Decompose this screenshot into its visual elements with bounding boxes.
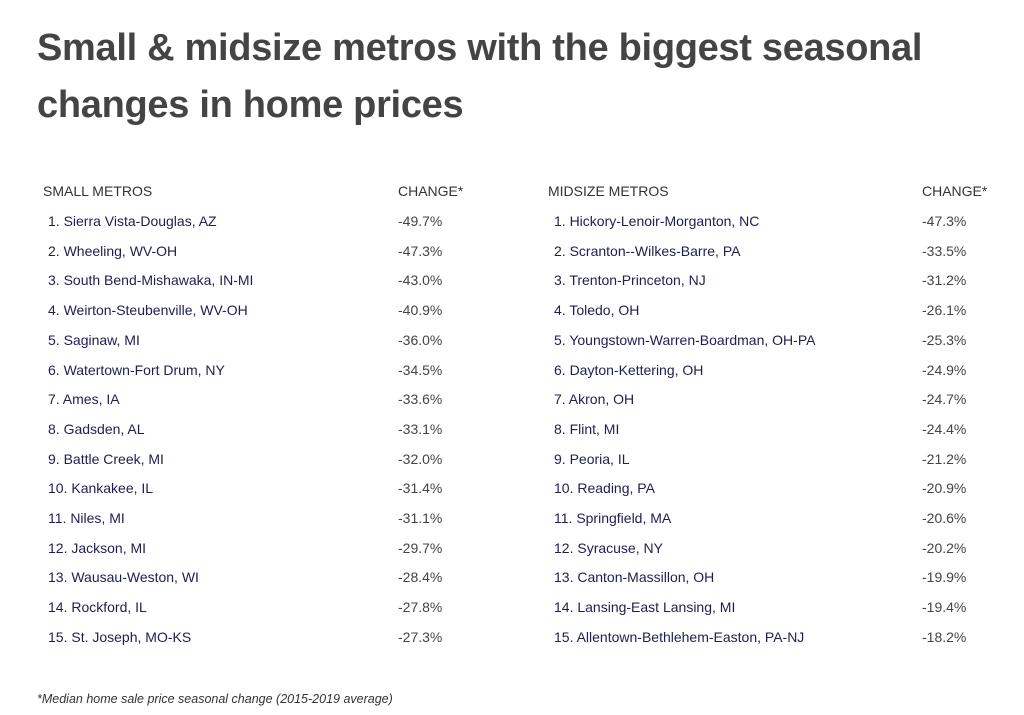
- column-header: CHANGE*: [398, 183, 464, 199]
- metro-name: 3. Trenton-Princeton, NJ: [554, 272, 706, 289]
- change-value: -27.3%: [398, 628, 443, 645]
- change-value: -32.0%: [398, 450, 443, 467]
- metro-name: 10. Reading, PA: [554, 480, 655, 497]
- footnote: *Median home sale price seasonal change …: [37, 692, 393, 706]
- change-value: -43.0%: [398, 272, 443, 289]
- metro-name: 8. Flint, MI: [554, 420, 620, 437]
- change-value: -18.2%: [922, 628, 967, 645]
- change-value: -31.4%: [398, 480, 443, 497]
- change-value: -21.2%: [922, 450, 967, 467]
- change-value: -47.3%: [922, 213, 967, 229]
- metro-name: 8. Gadsden, AL: [48, 420, 145, 437]
- change-value: -26.1%: [922, 302, 967, 319]
- metro-name: 7. Ames, IA: [48, 391, 120, 408]
- column-header: MIDSIZE METROS: [548, 183, 669, 199]
- change-value: -47.3%: [398, 242, 443, 259]
- change-value: -19.9%: [922, 569, 967, 586]
- change-value: -31.1%: [398, 510, 443, 526]
- metro-name: 2. Wheeling, WV-OH: [48, 242, 178, 259]
- change-value: -27.8%: [398, 599, 443, 616]
- metro-name: 11. Niles, MI: [48, 510, 125, 526]
- change-value: -40.9%: [398, 302, 443, 319]
- change-value: -20.9%: [922, 480, 967, 497]
- change-value: -19.4%: [922, 599, 967, 616]
- column-header: SMALL METROS: [43, 183, 153, 199]
- metro-name: 9. Peoria, IL: [554, 450, 630, 467]
- change-value: -20.6%: [922, 510, 967, 526]
- column-header: CHANGE*: [922, 183, 988, 199]
- metro-name: 5. Saginaw, MI: [48, 331, 140, 348]
- change-value: -33.5%: [922, 242, 967, 259]
- metro-name: 6. Watertown-Fort Drum, NY: [48, 361, 225, 378]
- change-value: -20.2%: [922, 539, 967, 556]
- change-value: -33.1%: [398, 420, 443, 437]
- metro-name: 4. Weirton-Steubenville, WV-OH: [48, 302, 248, 319]
- change-value: -33.6%: [398, 391, 443, 408]
- metro-name: 9. Battle Creek, MI: [48, 450, 164, 467]
- metro-name: 12. Syracuse, NY: [554, 539, 663, 556]
- metro-name: 12. Jackson, MI: [48, 539, 147, 556]
- metro-name: 7. Akron, OH: [554, 391, 635, 408]
- change-value: -36.0%: [398, 331, 443, 348]
- metro-name: 15. Allentown-Bethlehem-Easton, PA-NJ: [554, 628, 805, 645]
- change-value: -24.7%: [922, 391, 967, 408]
- metro-name: 14. Rockford, IL: [48, 599, 147, 616]
- metro-name: 1. Sierra Vista-Douglas, AZ: [48, 213, 217, 229]
- metro-name: 1. Hickory-Lenoir-Morganton, NC: [554, 213, 760, 229]
- metro-name: 14. Lansing-East Lansing, MI: [554, 599, 736, 616]
- metro-name: 3. South Bend-Mishawaka, IN-MI: [48, 272, 254, 289]
- metro-name: 13. Wausau-Weston, WI: [48, 569, 199, 586]
- metro-name: 15. St. Joseph, MO-KS: [48, 628, 192, 645]
- metro-name: 6. Dayton-Kettering, OH: [554, 361, 704, 378]
- change-value: -34.5%: [398, 361, 443, 378]
- metro-name: 2. Scranton--Wilkes-Barre, PA: [554, 242, 741, 259]
- change-value: -24.4%: [922, 420, 967, 437]
- metro-name: 11. Springfield, MA: [554, 510, 672, 526]
- metro-name: 5. Youngstown-Warren-Boardman, OH-PA: [554, 331, 816, 348]
- change-value: -29.7%: [398, 539, 443, 556]
- title: Small & midsize metros with the biggest …: [37, 27, 923, 126]
- change-value: -28.4%: [398, 569, 443, 586]
- metro-name: 10. Kankakee, IL: [48, 480, 154, 497]
- change-value: -49.7%: [398, 213, 443, 229]
- metro-name: 4. Toledo, OH: [554, 302, 640, 319]
- metro-name: 13. Canton-Massillon, OH: [554, 569, 715, 586]
- change-value: -24.9%: [922, 361, 967, 378]
- change-value: -25.3%: [922, 331, 967, 348]
- change-value: -31.2%: [922, 272, 967, 289]
